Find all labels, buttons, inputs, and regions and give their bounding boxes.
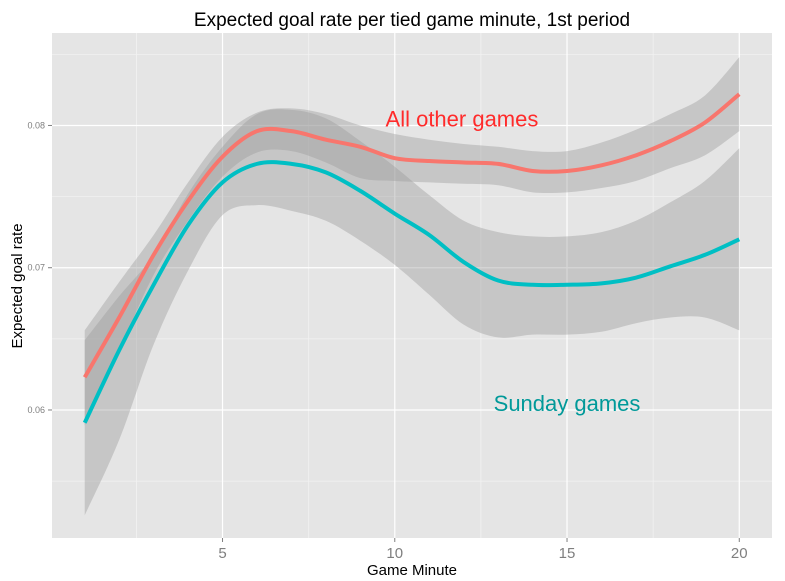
series-line-1	[82, 160, 741, 424]
confidence-band-1	[84, 109, 740, 516]
confidence-bands	[84, 57, 740, 516]
x-axis-label: Game Minute	[367, 562, 457, 579]
x-tick-label: 20	[731, 545, 748, 562]
y-tick-label: 0.06	[27, 405, 45, 415]
chart-title: Expected goal rate per tied game minute,…	[194, 10, 630, 31]
axis-ticks: 5 10 15 20 0.06 0.07 0.08	[27, 120, 747, 562]
series-line-0	[82, 92, 741, 379]
annotations: All other games Sunday games	[386, 106, 641, 416]
y-tick-label: 0.07	[27, 263, 45, 273]
confidence-band-0	[84, 57, 740, 426]
series-lines	[82, 92, 741, 424]
y-tick-label: 0.08	[27, 120, 45, 130]
annotation-label: Sunday games	[494, 391, 641, 416]
y-axis-label: Expected goal rate	[9, 223, 26, 348]
x-tick-label: 15	[559, 545, 576, 562]
annotation-label: All other games	[386, 106, 539, 131]
plot-panel	[52, 33, 772, 538]
x-tick-label: 5	[218, 545, 226, 562]
x-tick-label: 10	[386, 545, 403, 562]
